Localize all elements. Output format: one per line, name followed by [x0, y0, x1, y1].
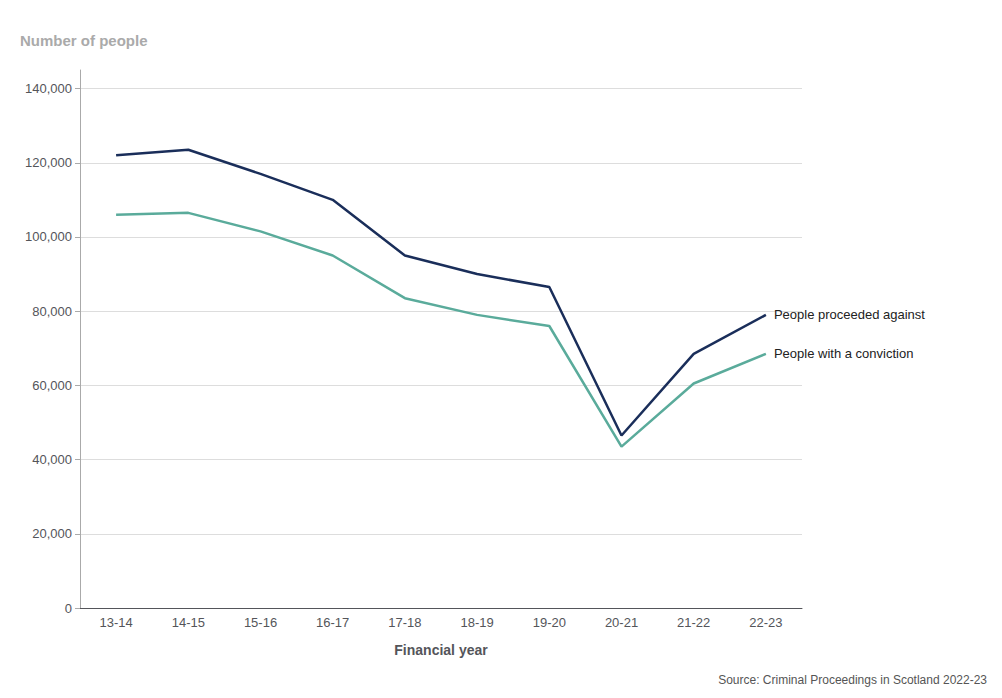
svg-text:100,000: 100,000: [25, 229, 72, 244]
svg-text:Source: Criminal Proceedings i: Source: Criminal Proceedings in Scotland…: [718, 673, 987, 687]
svg-text:22-23: 22-23: [749, 615, 782, 630]
svg-text:Number of people: Number of people: [20, 32, 148, 49]
svg-text:60,000: 60,000: [32, 378, 72, 393]
svg-text:People with a conviction: People with a conviction: [774, 346, 913, 361]
svg-text:0: 0: [65, 601, 72, 616]
svg-text:120,000: 120,000: [25, 155, 72, 170]
svg-text:Financial year: Financial year: [394, 642, 488, 658]
svg-text:People proceeded against: People proceeded against: [774, 307, 925, 322]
svg-text:18-19: 18-19: [460, 615, 493, 630]
svg-text:140,000: 140,000: [25, 81, 72, 96]
svg-text:20-21: 20-21: [605, 615, 638, 630]
svg-text:19-20: 19-20: [533, 615, 566, 630]
svg-text:13-14: 13-14: [99, 615, 132, 630]
svg-text:14-15: 14-15: [172, 615, 205, 630]
svg-text:21-22: 21-22: [677, 615, 710, 630]
svg-text:16-17: 16-17: [316, 615, 349, 630]
svg-text:17-18: 17-18: [388, 615, 421, 630]
svg-text:40,000: 40,000: [32, 452, 72, 467]
svg-text:20,000: 20,000: [32, 526, 72, 541]
svg-text:15-16: 15-16: [244, 615, 277, 630]
svg-text:80,000: 80,000: [32, 304, 72, 319]
